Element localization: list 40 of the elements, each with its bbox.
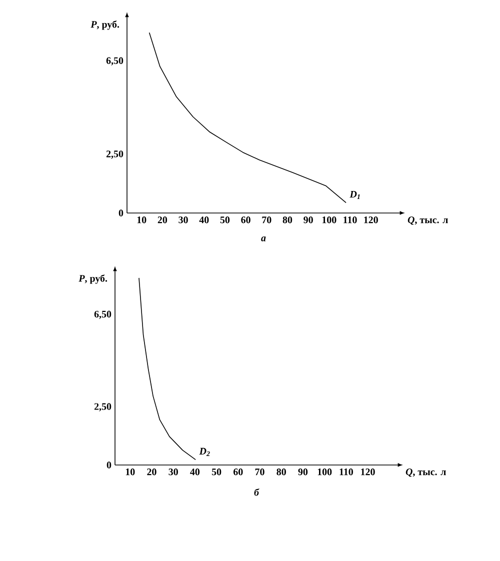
- x-tick-label: 100: [322, 216, 336, 224]
- y-tick-label: 6,50: [94, 310, 112, 319]
- series-label: D$_{1}$: [350, 190, 360, 200]
- y-tick-label: 2,50: [94, 403, 112, 412]
- y-tick-label: 2,50: [106, 150, 124, 159]
- text: а: [261, 236, 266, 242]
- x-tick-label: 80: [276, 468, 286, 476]
- x-tick-label: 50: [220, 216, 230, 224]
- x-tick-label: 60: [241, 216, 250, 224]
- x-tick-label: 10: [137, 216, 146, 224]
- y-tick-label: 0: [106, 462, 112, 468]
- x-tick-label: 40: [190, 468, 200, 476]
- x-tick-label: 120: [361, 468, 375, 476]
- text: б: [254, 488, 260, 496]
- x-tick-label: 110: [340, 468, 353, 476]
- x-tick-label: 80: [282, 216, 292, 224]
- x-tick-label: 90: [304, 216, 313, 224]
- line-series: [138, 278, 196, 460]
- line-series: [148, 32, 346, 204]
- x-axis-title: Q, тыс. л: [408, 216, 448, 225]
- x-tick-label: 20: [158, 216, 168, 224]
- x-tick-label: 70: [255, 468, 264, 476]
- series-label: D$_{2}$: [199, 448, 210, 456]
- y-tick-label: 0: [118, 210, 124, 216]
- x-axis-title: Q, тыс. л: [406, 468, 446, 477]
- x-tick-label: 90: [298, 468, 308, 476]
- y-axis-title: P, руб.: [78, 274, 108, 284]
- x-tick-label: 20: [147, 468, 156, 476]
- y-tick-label: 6,50: [106, 57, 124, 66]
- x-tick-label: 120: [364, 216, 378, 224]
- x-tick-label: 40: [199, 216, 209, 224]
- y-axis-title: P, руб.: [90, 20, 120, 30]
- x-tick-label: 110: [344, 216, 357, 224]
- x-tick-label: 70: [262, 216, 272, 224]
- x-tick-label: 100: [318, 468, 332, 476]
- x-tick-label: 30: [168, 468, 178, 476]
- x-tick-label: 60: [234, 468, 243, 476]
- x-tick-label: 50: [212, 468, 222, 476]
- x-tick-label: 30: [178, 216, 188, 224]
- x-tick-label: 10: [126, 468, 135, 476]
